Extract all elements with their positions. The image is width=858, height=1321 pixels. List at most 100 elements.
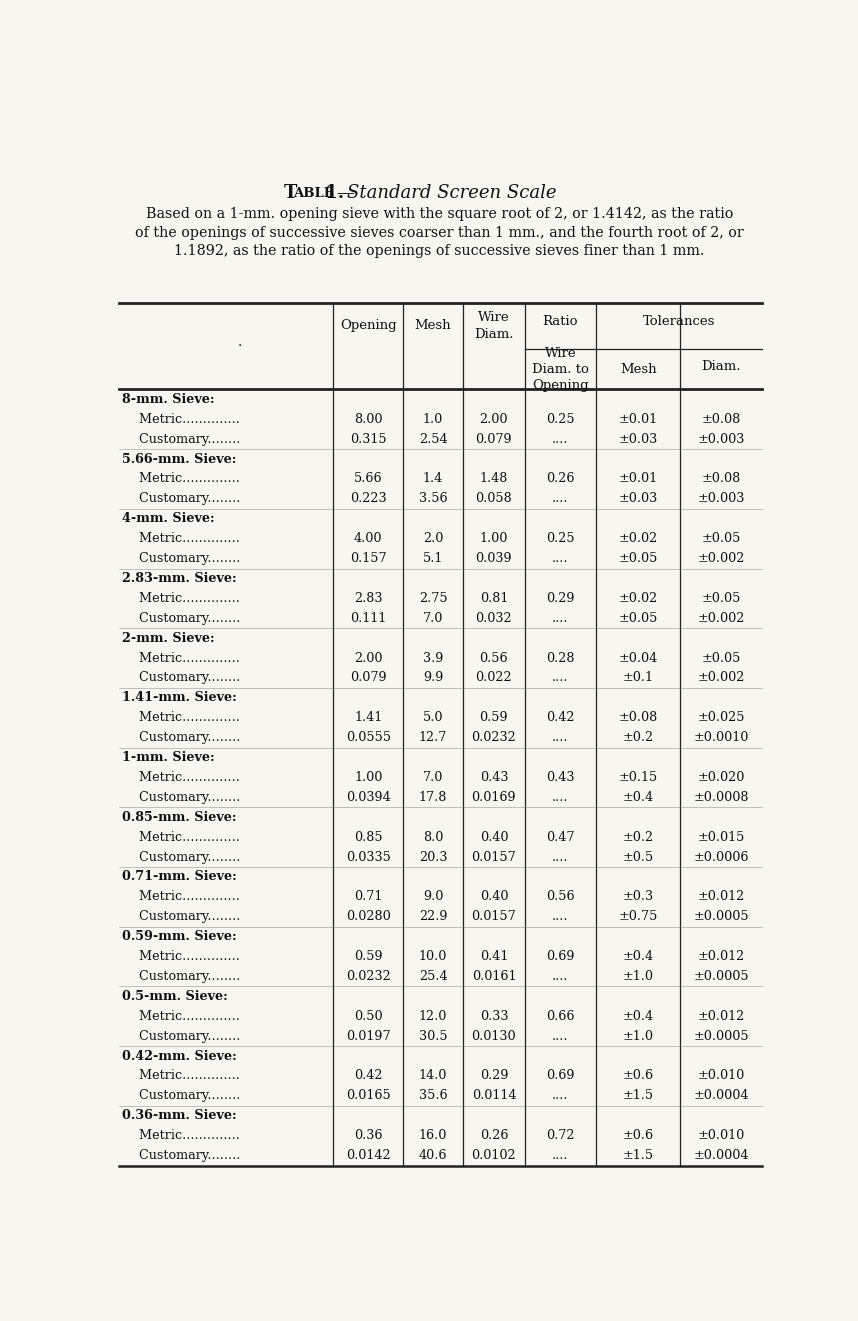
Text: 4-mm. Sieve:: 4-mm. Sieve: bbox=[122, 513, 214, 526]
Text: ....: .... bbox=[553, 1029, 569, 1042]
Text: 0.26: 0.26 bbox=[480, 1129, 508, 1143]
Text: 0.0394: 0.0394 bbox=[346, 791, 390, 804]
Text: ....: .... bbox=[553, 970, 569, 983]
Text: 0.71: 0.71 bbox=[354, 890, 383, 904]
Text: ±1.5: ±1.5 bbox=[623, 1090, 654, 1102]
Text: 0.50: 0.50 bbox=[354, 1009, 383, 1022]
Text: Wire
Diam. to
Opening: Wire Diam. to Opening bbox=[532, 346, 589, 391]
Text: 0.71-mm. Sieve:: 0.71-mm. Sieve: bbox=[122, 871, 237, 884]
Text: 40.6: 40.6 bbox=[419, 1149, 447, 1162]
Text: 0.59: 0.59 bbox=[354, 950, 383, 963]
Text: Metric..............: Metric.............. bbox=[127, 711, 240, 724]
Text: 0.315: 0.315 bbox=[350, 433, 387, 445]
Text: 35.6: 35.6 bbox=[419, 1090, 447, 1102]
Text: 0.29: 0.29 bbox=[547, 592, 575, 605]
Text: ....: .... bbox=[553, 1090, 569, 1102]
Text: ±0.05: ±0.05 bbox=[619, 612, 658, 625]
Text: Tolerances: Tolerances bbox=[643, 316, 716, 329]
Text: 1.41: 1.41 bbox=[354, 711, 383, 724]
Text: ±0.003: ±0.003 bbox=[698, 433, 745, 445]
Text: ±0.0004: ±0.0004 bbox=[693, 1149, 749, 1162]
Text: 16.0: 16.0 bbox=[419, 1129, 447, 1143]
Text: Metric..............: Metric.............. bbox=[127, 771, 240, 783]
Text: Metric..............: Metric.............. bbox=[127, 473, 240, 486]
Text: ....: .... bbox=[553, 910, 569, 923]
Text: 0.039: 0.039 bbox=[475, 552, 512, 565]
Text: 0.0142: 0.0142 bbox=[346, 1149, 390, 1162]
Text: 1.4: 1.4 bbox=[423, 473, 444, 486]
Text: 5.66-mm. Sieve:: 5.66-mm. Sieve: bbox=[122, 453, 236, 465]
Text: Opening: Opening bbox=[340, 320, 396, 333]
Text: 0.0280: 0.0280 bbox=[346, 910, 390, 923]
Text: ±0.012: ±0.012 bbox=[698, 950, 745, 963]
Text: Customary........: Customary........ bbox=[127, 791, 240, 804]
Text: ....: .... bbox=[553, 433, 569, 445]
Text: 0.33: 0.33 bbox=[480, 1009, 508, 1022]
Text: ±1.0: ±1.0 bbox=[623, 1029, 654, 1042]
Text: Metric..............: Metric.............. bbox=[127, 532, 240, 546]
Text: ±0.02: ±0.02 bbox=[619, 592, 658, 605]
Text: ±0.08: ±0.08 bbox=[619, 711, 658, 724]
Text: ±0.003: ±0.003 bbox=[698, 493, 745, 506]
Text: 2-mm. Sieve:: 2-mm. Sieve: bbox=[122, 631, 214, 645]
Text: 0.25: 0.25 bbox=[546, 412, 575, 425]
Text: 0.81: 0.81 bbox=[480, 592, 508, 605]
Text: 0.0102: 0.0102 bbox=[472, 1149, 517, 1162]
Text: Wire
Diam.: Wire Diam. bbox=[474, 310, 514, 341]
Text: 7.0: 7.0 bbox=[423, 771, 444, 783]
Text: 0.0161: 0.0161 bbox=[472, 970, 517, 983]
Text: 1.1892, as the ratio of the openings of successive sieves finer than 1 mm.: 1.1892, as the ratio of the openings of … bbox=[174, 244, 705, 258]
Text: 12.7: 12.7 bbox=[419, 731, 447, 744]
Text: 20.3: 20.3 bbox=[419, 851, 447, 864]
Text: ±0.0010: ±0.0010 bbox=[693, 731, 749, 744]
Text: ....: .... bbox=[553, 851, 569, 864]
Text: ±0.015: ±0.015 bbox=[698, 831, 745, 844]
Text: ±0.2: ±0.2 bbox=[623, 831, 654, 844]
Text: ±0.75: ±0.75 bbox=[619, 910, 658, 923]
Text: 0.223: 0.223 bbox=[350, 493, 387, 506]
Text: Metric..............: Metric.............. bbox=[127, 831, 240, 844]
Text: 0.47: 0.47 bbox=[547, 831, 575, 844]
Text: 9.0: 9.0 bbox=[423, 890, 444, 904]
Text: ±0.6: ±0.6 bbox=[623, 1070, 654, 1082]
Text: ±0.05: ±0.05 bbox=[702, 532, 741, 546]
Text: Customary........: Customary........ bbox=[127, 433, 240, 445]
Text: 0.59-mm. Sieve:: 0.59-mm. Sieve: bbox=[122, 930, 237, 943]
Text: 8.0: 8.0 bbox=[423, 831, 444, 844]
Text: 0.42-mm. Sieve:: 0.42-mm. Sieve: bbox=[122, 1050, 237, 1062]
Text: ±0.01: ±0.01 bbox=[619, 473, 658, 486]
Text: Customary........: Customary........ bbox=[127, 552, 240, 565]
Text: 0.5-mm. Sieve:: 0.5-mm. Sieve: bbox=[122, 989, 227, 1003]
Text: 0.157: 0.157 bbox=[350, 552, 387, 565]
Text: 8-mm. Sieve:: 8-mm. Sieve: bbox=[122, 392, 214, 406]
Text: 14.0: 14.0 bbox=[419, 1070, 447, 1082]
Text: ±0.0005: ±0.0005 bbox=[693, 1029, 749, 1042]
Text: 4.00: 4.00 bbox=[354, 532, 383, 546]
Text: 2.54: 2.54 bbox=[419, 433, 447, 445]
Text: 5.0: 5.0 bbox=[423, 711, 444, 724]
Text: Metric..............: Metric.............. bbox=[127, 651, 240, 664]
Text: 0.25: 0.25 bbox=[546, 532, 575, 546]
Text: ABLE: ABLE bbox=[293, 188, 334, 199]
Text: ±0.03: ±0.03 bbox=[619, 493, 658, 506]
Text: ±0.08: ±0.08 bbox=[702, 473, 741, 486]
Text: 2.00: 2.00 bbox=[354, 651, 383, 664]
Text: 0.69: 0.69 bbox=[547, 950, 575, 963]
Text: 0.26: 0.26 bbox=[547, 473, 575, 486]
Text: ±0.0005: ±0.0005 bbox=[693, 970, 749, 983]
Text: 0.032: 0.032 bbox=[475, 612, 512, 625]
Text: 2.83: 2.83 bbox=[354, 592, 383, 605]
Text: Metric..............: Metric.............. bbox=[127, 1129, 240, 1143]
Text: Customary........: Customary........ bbox=[127, 612, 240, 625]
Text: ±0.4: ±0.4 bbox=[623, 791, 654, 804]
Text: ±0.6: ±0.6 bbox=[623, 1129, 654, 1143]
Text: 22.9: 22.9 bbox=[419, 910, 447, 923]
Text: ±0.4: ±0.4 bbox=[623, 950, 654, 963]
Text: ....: .... bbox=[553, 552, 569, 565]
Text: Customary........: Customary........ bbox=[127, 851, 240, 864]
Text: 7.0: 7.0 bbox=[423, 612, 444, 625]
Text: 0.29: 0.29 bbox=[480, 1070, 508, 1082]
Text: 0.36-mm. Sieve:: 0.36-mm. Sieve: bbox=[122, 1110, 237, 1123]
Text: Metric..............: Metric.............. bbox=[127, 1070, 240, 1082]
Text: ±0.1: ±0.1 bbox=[623, 671, 654, 684]
